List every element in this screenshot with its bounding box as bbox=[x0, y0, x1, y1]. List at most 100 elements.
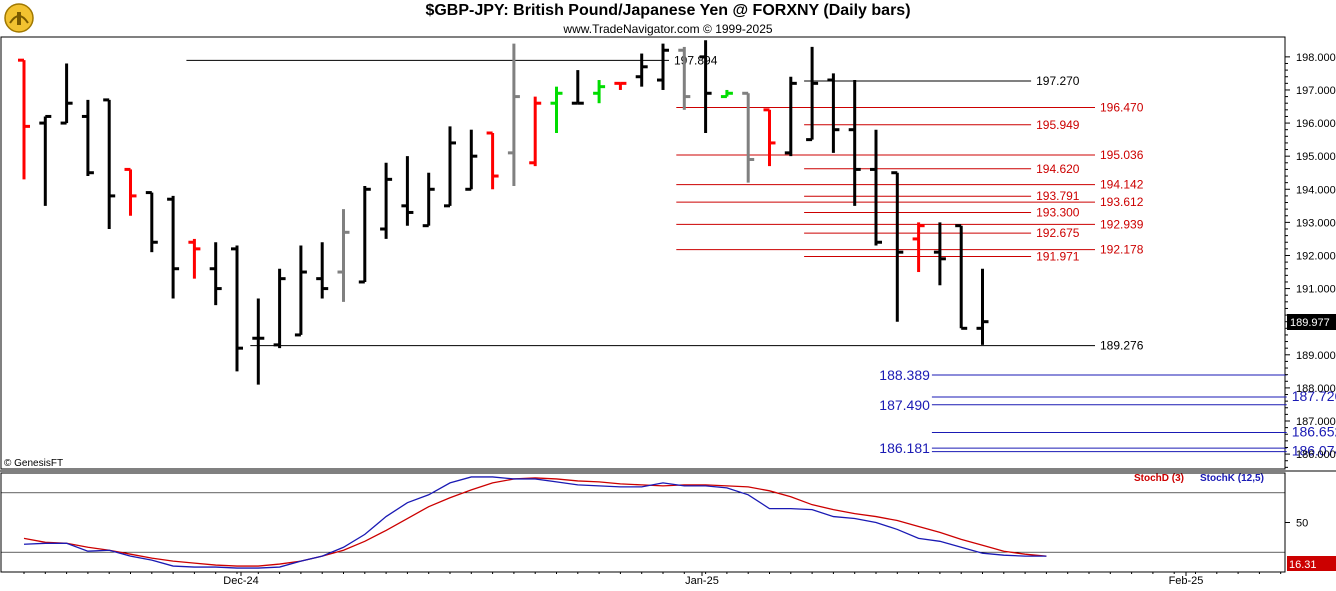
price-level-label: 196.470 bbox=[1100, 101, 1144, 115]
price-tick-label: 196.000 bbox=[1296, 118, 1336, 130]
ohlc-bar bbox=[678, 46, 691, 110]
ohlc-bar bbox=[465, 129, 478, 191]
stoch-series-line bbox=[23, 477, 1047, 567]
ohlc-bar bbox=[742, 91, 755, 183]
ohlc-bar bbox=[976, 268, 989, 345]
ohlc-bar bbox=[444, 126, 456, 208]
ohlc-bar bbox=[763, 108, 776, 167]
ohlc-bar bbox=[145, 191, 158, 253]
ohlc-bar bbox=[316, 242, 329, 299]
copyright-label: © GenesisFT bbox=[4, 458, 64, 469]
ohlc-bar bbox=[507, 43, 520, 186]
ohlc-bar bbox=[657, 43, 669, 90]
price-level-label: 192.675 bbox=[1036, 226, 1080, 240]
stochk-legend: StochK (12,5) bbox=[1200, 473, 1264, 484]
ohlc-bar bbox=[401, 156, 414, 226]
ohlc-bar bbox=[635, 53, 648, 87]
ohlc-bar bbox=[358, 185, 371, 284]
price-tick-label: 189.000 bbox=[1296, 350, 1336, 362]
price-tick-label: 193.000 bbox=[1296, 217, 1336, 229]
stochd-legend: StochD (3) bbox=[1134, 473, 1184, 484]
price-level-label: 192.939 bbox=[1100, 217, 1144, 231]
price-level-label: 187.490 bbox=[879, 397, 930, 413]
ohlc-bar bbox=[231, 245, 243, 372]
ohlc-bar bbox=[933, 222, 946, 286]
ohlc-bar bbox=[252, 298, 265, 385]
ohlc-bar bbox=[827, 73, 840, 153]
ohlc-bar bbox=[784, 76, 797, 157]
last-price-label: 189.977 bbox=[1290, 317, 1330, 329]
price-tick-label: 194.000 bbox=[1296, 184, 1336, 196]
price-level-label: 193.791 bbox=[1036, 189, 1080, 203]
stoch-last-box bbox=[1287, 556, 1336, 571]
stoch-series-line bbox=[23, 476, 1047, 569]
logo-icon bbox=[4, 3, 34, 33]
ohlc-bar bbox=[593, 80, 606, 104]
stoch-last-label: 16.31 bbox=[1289, 559, 1317, 571]
stochastic-panel: 50 16.31 bbox=[1, 476, 1336, 571]
price-level-label: 191.971 bbox=[1036, 249, 1080, 263]
price-level-label: 186.652 bbox=[1292, 424, 1336, 440]
price-level-label: 187.726 bbox=[1292, 388, 1336, 404]
price-level-label: 193.300 bbox=[1036, 205, 1080, 219]
ohlc-bar bbox=[550, 86, 563, 133]
ohlc-bar bbox=[294, 245, 307, 337]
ohlc-bar bbox=[124, 167, 137, 216]
price-level-label: 188.389 bbox=[879, 367, 930, 383]
ohlc-bar bbox=[337, 209, 350, 302]
ohlc-bar bbox=[870, 129, 882, 246]
price-level-label: 186.181 bbox=[879, 440, 930, 456]
ohlc-bar bbox=[912, 222, 925, 273]
price-tick-label: 197.000 bbox=[1296, 85, 1336, 97]
time-axis: Dec-24 Jan-25 Feb-25 bbox=[23, 572, 1282, 587]
ohlc-bar bbox=[380, 162, 393, 239]
price-level-label: 192.178 bbox=[1100, 243, 1144, 257]
chart-subtitle: www.TradeNavigator.com © 1999-2025 bbox=[563, 22, 773, 36]
price-tick-label: 198.000 bbox=[1296, 52, 1336, 64]
price-tick-label: 186.000 bbox=[1296, 449, 1336, 461]
ohlc-bar bbox=[699, 40, 712, 133]
ohlc-bar bbox=[720, 89, 733, 99]
stoch-panel-border bbox=[0, 472, 1286, 573]
ohlc-bar bbox=[81, 99, 94, 177]
last-price-box bbox=[1287, 314, 1336, 330]
price-level-label: 193.612 bbox=[1100, 195, 1144, 209]
ohlc-bar bbox=[422, 172, 435, 228]
ohlc-bar bbox=[529, 96, 542, 167]
stoch-tick-label: 50 bbox=[1296, 518, 1308, 530]
price-bars bbox=[18, 40, 989, 385]
ohlc-bar bbox=[188, 238, 201, 279]
time-tick-label: Jan-25 bbox=[685, 575, 719, 587]
price-tick-label: 187.000 bbox=[1296, 416, 1336, 428]
ohlc-bar bbox=[806, 46, 819, 142]
ohlc-bar bbox=[891, 171, 904, 322]
chart-frame bbox=[0, 36, 1336, 573]
ohlc-bar bbox=[167, 195, 180, 299]
chart-title: $GBP-JPY: British Pound/Japanese Yen @ F… bbox=[425, 2, 911, 19]
ohlc-bar bbox=[103, 98, 116, 229]
price-level-label: 194.620 bbox=[1036, 162, 1080, 176]
price-tick-label: 188.000 bbox=[1296, 383, 1336, 395]
ohlc-bar bbox=[571, 70, 584, 105]
time-tick-label: Dec-24 bbox=[223, 575, 258, 587]
price-level-label: 195.036 bbox=[1100, 148, 1144, 162]
ohlc-bar bbox=[614, 81, 627, 90]
price-levels: 197.894 197.270 196.470 195.949 195.036 194.6… bbox=[186, 53, 1336, 459]
ohlc-bar bbox=[18, 58, 30, 180]
price-level-label: 195.949 bbox=[1036, 118, 1080, 132]
price-tick-label: 191.000 bbox=[1296, 284, 1336, 296]
price-level-label: 186.074 bbox=[1292, 443, 1336, 459]
ohlc-bar bbox=[848, 80, 861, 206]
ohlc-bar bbox=[209, 242, 222, 306]
ohlc-bar bbox=[955, 224, 968, 330]
price-tick-label: 192.000 bbox=[1296, 250, 1336, 262]
price-tick-label: 195.000 bbox=[1296, 151, 1336, 163]
ohlc-bar bbox=[39, 114, 52, 206]
ohlc-bar bbox=[60, 63, 73, 125]
price-level-label: 197.270 bbox=[1036, 74, 1080, 88]
ohlc-bar bbox=[486, 131, 499, 190]
price-level-label: 194.142 bbox=[1100, 178, 1144, 192]
price-axis: 198.000 197.000 196.000 195.000 194.000 193.0… bbox=[1285, 52, 1336, 468]
ohlc-bar bbox=[273, 268, 286, 349]
